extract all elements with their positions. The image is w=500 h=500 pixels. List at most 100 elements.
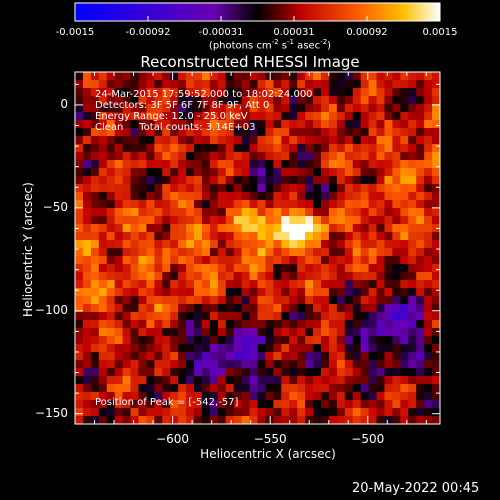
- heatmap-cell: [249, 120, 258, 129]
- heatmap-cell: [416, 264, 425, 273]
- heatmap-cell: [424, 328, 433, 337]
- heatmap-cell: [130, 328, 139, 337]
- heatmap-cell: [265, 96, 274, 105]
- heatmap-cell: [170, 328, 179, 337]
- heatmap-cell: [320, 136, 330, 145]
- heatmap-cell: [225, 272, 234, 281]
- heatmap-cell: [90, 336, 100, 345]
- heatmap-cell: [336, 408, 346, 417]
- heatmap-cell: [392, 232, 401, 241]
- heatmap-cell: [194, 192, 203, 201]
- heatmap-cell: [257, 208, 266, 217]
- heatmap-cell: [313, 240, 322, 249]
- heatmap-cell: [233, 400, 242, 409]
- heatmap-cell: [400, 104, 409, 113]
- heatmap-cell: [98, 96, 108, 105]
- heatmap-cell: [376, 384, 385, 393]
- heatmap-cell: [297, 288, 306, 297]
- heatmap-cell: [201, 232, 211, 241]
- heatmap-cell: [320, 240, 330, 249]
- heatmap-cell: [194, 328, 203, 337]
- heatmap-cell: [98, 128, 108, 137]
- heatmap-cell: [249, 96, 258, 105]
- heatmap-cell: [75, 136, 84, 145]
- heatmap-cell: [416, 296, 425, 305]
- heatmap-cell: [392, 328, 401, 337]
- heatmap-cell: [273, 88, 282, 97]
- heatmap-cell: [209, 200, 219, 209]
- heatmap-cell: [170, 288, 179, 297]
- heatmap-cell: [201, 200, 211, 209]
- heatmap-cell: [313, 296, 322, 305]
- heatmap-cell: [225, 80, 234, 89]
- heatmap-cell: [432, 72, 441, 81]
- heatmap-cell: [209, 176, 219, 185]
- heatmap-cell: [305, 392, 314, 401]
- heatmap-cell: [384, 144, 393, 153]
- heatmap-cell: [122, 376, 131, 385]
- heatmap-cell: [90, 80, 100, 89]
- heatmap-cell: [313, 232, 322, 241]
- heatmap-cell: [320, 232, 330, 241]
- heatmap-cell: [257, 392, 266, 401]
- heatmap-cell: [106, 232, 115, 241]
- heatmap-cell: [392, 176, 401, 185]
- heatmap-cell: [90, 280, 100, 289]
- heatmap-cell: [178, 312, 187, 321]
- heatmap-cell: [408, 184, 417, 193]
- heatmap-cell: [217, 216, 227, 225]
- heatmap-cell: [392, 408, 401, 417]
- heatmap-cell: [114, 112, 123, 121]
- heatmap-cell: [305, 352, 314, 361]
- heatmap-cell: [122, 400, 131, 409]
- timestamp-footer: 20-May-2022 00:45: [352, 481, 480, 496]
- heatmap-cell: [201, 304, 211, 313]
- heatmap-cell: [225, 360, 234, 369]
- heatmap-cell: [344, 264, 354, 273]
- heatmap-cell: [146, 168, 155, 177]
- heatmap-cell: [241, 192, 250, 201]
- heatmap-cell: [98, 168, 108, 177]
- heatmap-cell: [328, 232, 338, 241]
- heatmap-cell: [209, 360, 219, 369]
- heatmap-cell: [249, 104, 258, 113]
- heatmap-cell: [209, 152, 219, 161]
- heatmap-cell: [297, 320, 306, 329]
- heatmap-cell: [146, 312, 155, 321]
- heatmap-cell: [344, 208, 354, 217]
- heatmap-cell: [432, 264, 441, 273]
- heatmap-cell: [186, 192, 195, 201]
- heatmap-cell: [384, 336, 393, 345]
- heatmap-cell: [233, 104, 242, 113]
- heatmap-cell: [201, 168, 211, 177]
- heatmap-cell: [178, 280, 187, 289]
- heatmap-cell: [384, 128, 393, 137]
- heatmap-cell: [122, 352, 131, 361]
- heatmap-cell: [170, 88, 179, 97]
- heatmap-cell: [257, 272, 266, 281]
- heatmap-cell: [194, 368, 203, 377]
- heatmap-cell: [82, 152, 92, 161]
- heatmap-cell: [313, 384, 322, 393]
- heatmap-cell: [265, 136, 274, 145]
- heatmap-cell: [265, 312, 274, 321]
- heatmap-cell: [162, 240, 171, 249]
- heatmap-cell: [122, 216, 131, 225]
- heatmap-cell: [257, 240, 266, 249]
- heatmap-cell: [336, 80, 346, 89]
- heatmap-cell: [75, 288, 84, 297]
- y-axis-label: Heliocentric Y (arcsec): [21, 182, 35, 317]
- heatmap-cell: [289, 144, 298, 153]
- heatmap-cell: [130, 280, 139, 289]
- heatmap-cell: [408, 352, 417, 361]
- heatmap-cell: [281, 408, 290, 417]
- heatmap-cell: [305, 96, 314, 105]
- heatmap-cell: [297, 376, 306, 385]
- y-tick-label: −100: [35, 302, 68, 317]
- heatmap-cell: [281, 248, 290, 257]
- heatmap-cell: [297, 192, 306, 201]
- heatmap-cell: [328, 128, 338, 137]
- heatmap-cell: [384, 360, 393, 369]
- heatmap-cell: [146, 392, 155, 401]
- heatmap-cell: [360, 312, 369, 321]
